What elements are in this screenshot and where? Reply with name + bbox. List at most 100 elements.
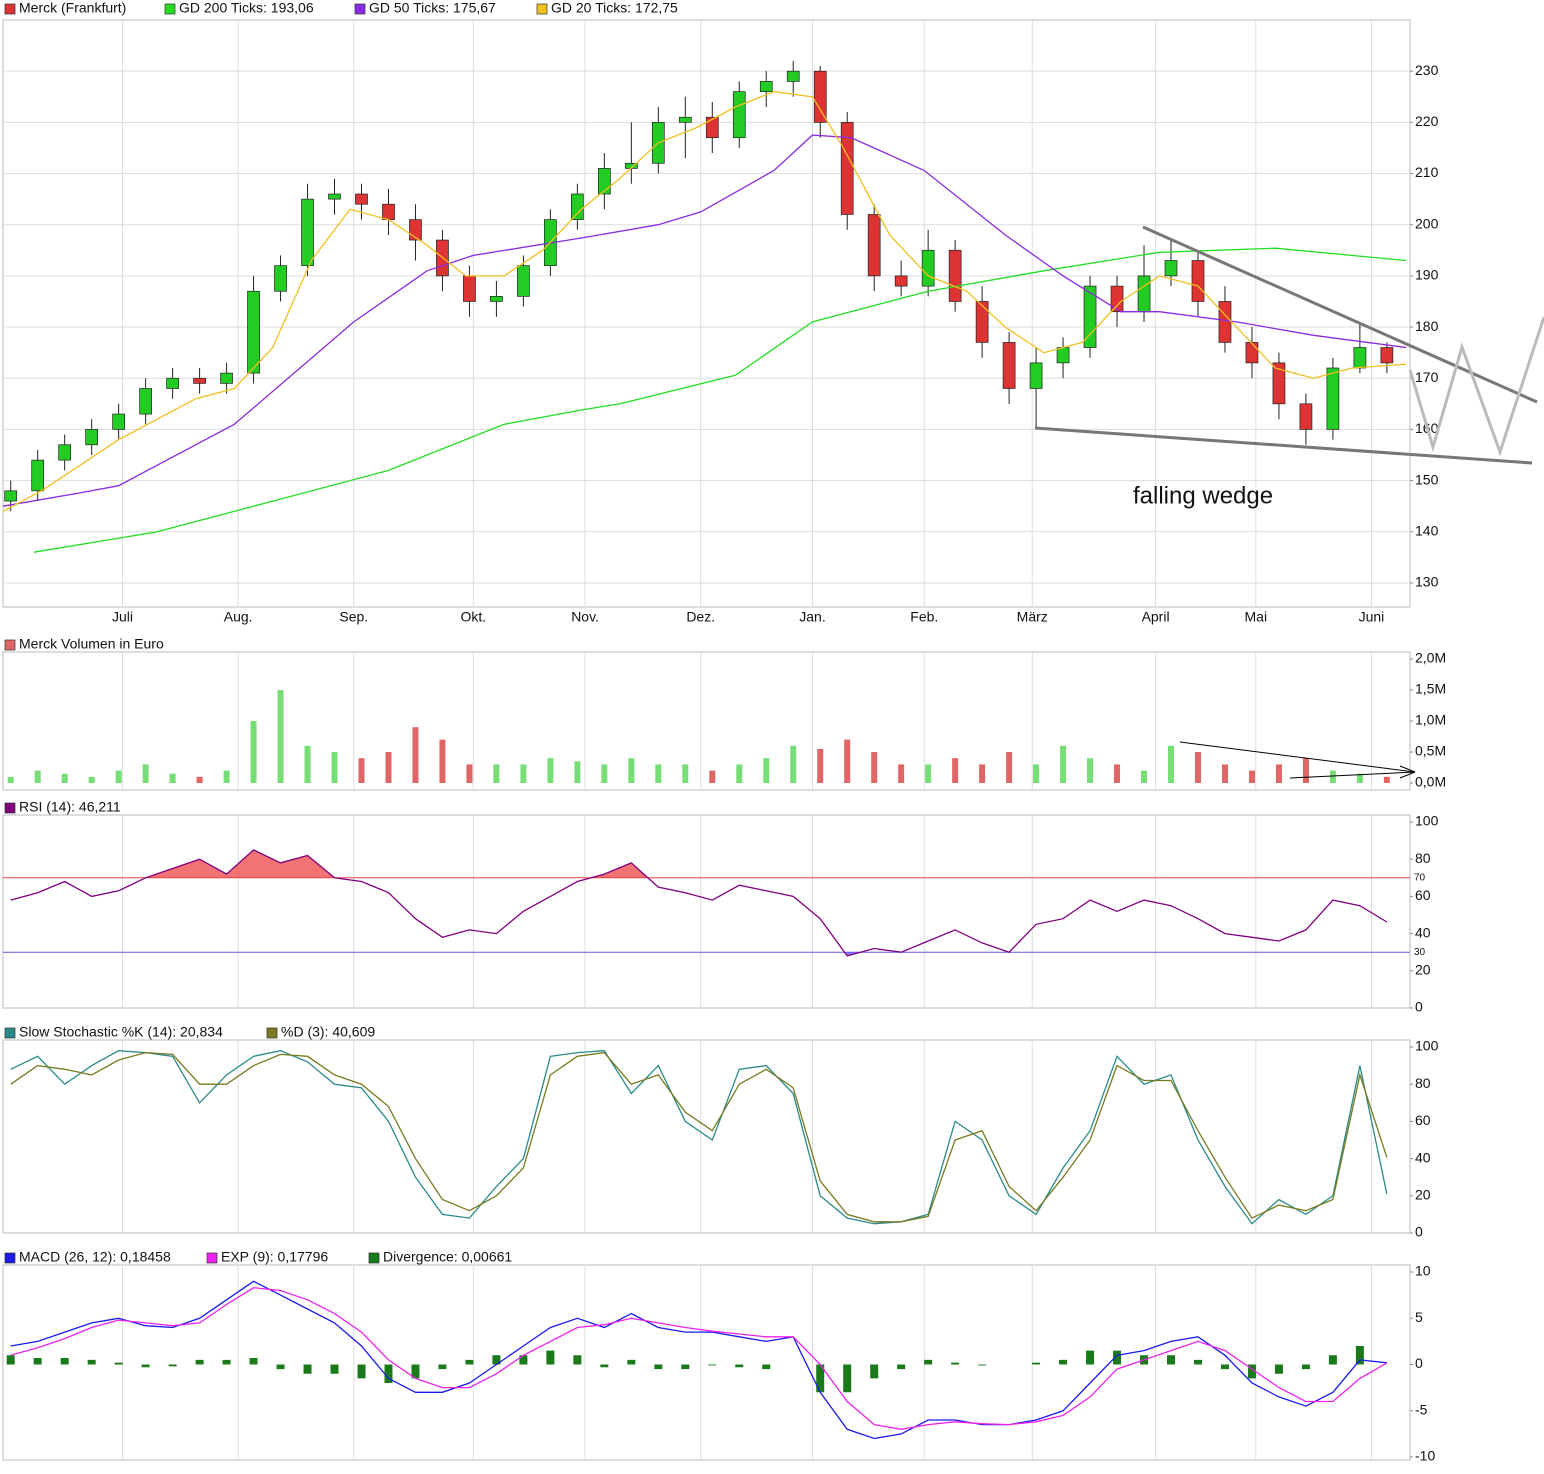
candle-body	[220, 372, 233, 384]
volume-bar	[358, 758, 365, 783]
legend-swatch	[354, 3, 366, 15]
volume-bar	[331, 752, 338, 783]
candle-body	[1083, 285, 1097, 348]
y-tick-label: 150	[1415, 471, 1439, 487]
legend-swatch	[4, 3, 16, 15]
volume-arrow-head	[1399, 771, 1416, 779]
volume-bar	[1033, 764, 1040, 783]
y-tick-label: 5	[1415, 1309, 1423, 1325]
x-tick-label: Jan.	[799, 609, 825, 625]
y-tick-label: 0	[1415, 999, 1423, 1015]
volume-bar	[1221, 764, 1228, 783]
candle-body	[813, 70, 827, 123]
wedge-lower-line	[1034, 426, 1533, 465]
volume-bar	[520, 764, 527, 783]
candle-body	[274, 265, 287, 292]
candle-body	[867, 214, 881, 277]
divergence-bar	[438, 1364, 447, 1370]
y-tick-label: 200	[1415, 215, 1439, 231]
volume-bar	[655, 764, 662, 783]
y-tick-label: 130	[1415, 574, 1439, 590]
volume-bar	[385, 752, 392, 783]
panel-frame	[2, 814, 1411, 1009]
volume-bar	[7, 776, 14, 783]
panel-frame	[2, 1039, 1411, 1234]
volume-bar	[790, 745, 797, 783]
divergence-bar	[249, 1358, 258, 1365]
volume-bar	[1302, 758, 1309, 783]
candle-body	[921, 249, 935, 287]
candle-body	[1218, 301, 1232, 343]
volume-bar	[844, 739, 851, 783]
divergence-bar	[222, 1359, 231, 1365]
candle-body	[1380, 347, 1394, 364]
volume-bar	[1383, 776, 1390, 783]
divergence-bar	[357, 1364, 366, 1379]
volume-bar	[763, 758, 770, 783]
divergence-bar	[708, 1364, 717, 1366]
x-tick-label: März	[1017, 609, 1048, 625]
volume-bar	[439, 739, 446, 783]
panel-frame	[2, 1264, 1411, 1461]
y-tick-label: 80	[1415, 1075, 1431, 1091]
divergence-bar	[195, 1359, 204, 1365]
volume-bar	[34, 770, 41, 783]
y-tick-label: 60	[1415, 887, 1431, 903]
candle-body	[705, 116, 719, 139]
legend-swatch	[4, 639, 16, 651]
y-tick-label: 10	[1415, 1263, 1431, 1279]
divergence-bar	[1274, 1364, 1283, 1374]
divergence-bar	[573, 1355, 582, 1365]
y-tick-label: 1,5M	[1415, 681, 1446, 697]
candle-body	[759, 81, 773, 92]
series-line	[10, 849, 1388, 957]
legend-swatch	[266, 1027, 278, 1039]
volume-trend-line	[1179, 741, 1416, 773]
volume-bar	[574, 761, 581, 783]
divergence-bar	[1247, 1364, 1256, 1379]
y-tick-label: 40	[1415, 924, 1431, 940]
divergence-bar	[762, 1364, 771, 1370]
divergence-bar	[816, 1364, 825, 1393]
volume-bar	[709, 770, 716, 783]
y-tick-label: -10	[1415, 1448, 1435, 1464]
candle-body	[1164, 260, 1178, 277]
divergence-bar	[330, 1364, 339, 1374]
divergence-bar	[843, 1364, 852, 1393]
y-tick-label: 0,5M	[1415, 743, 1446, 759]
y-tick-label: 40	[1415, 1149, 1431, 1165]
divergence-bar	[897, 1364, 906, 1370]
series-line	[10, 1280, 1387, 1440]
y-tick-label: 20	[1415, 962, 1431, 978]
annotation: falling wedge	[1133, 482, 1273, 509]
y-tick-label: 100	[1415, 1038, 1439, 1054]
volume-bar	[1006, 752, 1013, 783]
volume-bar	[412, 727, 419, 783]
candle-body	[786, 70, 800, 82]
legend-label: Merck Volumen in Euro	[19, 636, 164, 652]
x-tick-label: Okt.	[460, 609, 486, 625]
divergence-bar	[384, 1364, 393, 1383]
divergence-bar	[33, 1358, 42, 1365]
legend-label: %D (3): 40,609	[281, 1024, 375, 1040]
volume-bar	[925, 764, 932, 783]
y-tick-label: 170	[1415, 369, 1439, 385]
series-line	[10, 1287, 1388, 1430]
candle-body	[1353, 347, 1367, 369]
volume-bar	[628, 758, 635, 783]
volume-bar	[817, 748, 824, 783]
layer: Juli Aug. Sep. Okt. Nov. Dez. Jan. Feb. März Apri…	[2, 0, 1446, 1464]
volume-bar	[979, 764, 986, 783]
volume-bar	[1275, 764, 1282, 783]
x-tick-label: Feb.	[910, 609, 938, 625]
y-tick-label: 180	[1415, 318, 1439, 334]
legend-label: Slow Stochastic %K (14): 20,834	[19, 1024, 223, 1040]
legend-label: EXP (9): 0,17796	[221, 1249, 328, 1265]
divergence-bar	[546, 1350, 555, 1365]
divergence-bar	[6, 1355, 15, 1365]
legend-swatch	[164, 3, 176, 15]
divergence-bar	[519, 1355, 528, 1365]
candle-body	[1056, 347, 1070, 364]
